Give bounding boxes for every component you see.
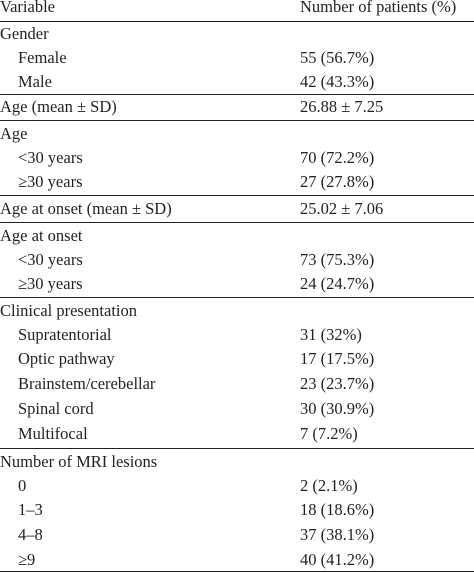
header-number-of-patients: Number of patients (%) (300, 0, 457, 16)
row-label: Female (18, 48, 67, 67)
header-variable: Variable (0, 0, 55, 16)
row-value: 2 (2.1%) (300, 476, 358, 495)
row-label: Gender (0, 24, 49, 43)
table-row: ≥30 years 24 (24.7%) (0, 272, 474, 296)
row-label: Brainstem/cerebellar (18, 374, 156, 393)
row-label: Clinical presentation (0, 301, 138, 320)
row-value: 42 (43.3%) (300, 72, 375, 91)
row-value: 23 (23.7%) (300, 374, 375, 393)
table-row: Number of MRI lesions (0, 450, 474, 474)
row-value: 70 (72.2%) (300, 148, 375, 167)
row-label: <30 years (18, 250, 83, 269)
row-label: ≥30 years (18, 172, 83, 191)
row-label: Supratentorial (18, 325, 112, 344)
row-value: 73 (75.3%) (300, 250, 375, 269)
table-row: Age (0, 122, 474, 146)
section-rule (0, 94, 474, 95)
row-label: Male (18, 72, 52, 91)
table-row: Age at onset (mean ± SD) 25.02 ± 7.06 (0, 197, 474, 221)
row-value: 55 (56.7%) (300, 48, 375, 67)
table-row: Optic pathway 17 (17.5%) (0, 347, 474, 371)
row-value: 31 (32%) (300, 325, 362, 344)
row-label: <30 years (18, 148, 83, 167)
table-row: Male 42 (43.3%) (0, 70, 474, 94)
table-row: Female 55 (56.7%) (0, 46, 474, 70)
table-row: 0 2 (2.1%) (0, 474, 474, 498)
table-row: Gender (0, 22, 474, 46)
row-value: 7 (7.2%) (300, 424, 358, 443)
section-rule (0, 195, 474, 196)
row-label: Number of MRI lesions (0, 452, 158, 471)
table-row: 4–8 37 (38.1%) (0, 523, 474, 547)
row-label: Age (0, 124, 28, 143)
table-row: Supratentorial 31 (32%) (0, 323, 474, 347)
table-row: ≥30 years 27 (27.8%) (0, 170, 474, 194)
bottom-rule (0, 571, 474, 572)
section-rule (0, 297, 474, 298)
row-label: Optic pathway (18, 349, 115, 368)
row-value: 18 (18.6%) (300, 500, 375, 519)
table-row: 1–3 18 (18.6%) (0, 498, 474, 522)
row-label: Multifocal (18, 424, 88, 443)
row-label: 4–8 (18, 525, 43, 544)
row-value: 25.02 ± 7.06 (300, 199, 384, 218)
table-row: <30 years 73 (75.3%) (0, 248, 474, 272)
row-label: Age at onset (0, 226, 83, 245)
section-rule (0, 222, 474, 223)
row-label: Age (mean ± SD) (0, 97, 117, 116)
table-row: Multifocal 7 (7.2%) (0, 422, 474, 446)
row-value: 17 (17.5%) (300, 349, 375, 368)
table-row: <30 years 70 (72.2%) (0, 146, 474, 170)
row-value: 40 (41.2%) (300, 550, 375, 569)
row-value: 37 (38.1%) (300, 525, 375, 544)
row-value: 24 (24.7%) (300, 274, 375, 293)
table-row: Brainstem/cerebellar 23 (23.7%) (0, 372, 474, 396)
row-value: 30 (30.9%) (300, 399, 375, 418)
table-row: Clinical presentation (0, 299, 474, 323)
row-value: 27 (27.8%) (300, 172, 375, 191)
row-label: 1–3 (18, 500, 43, 519)
section-rule (0, 448, 474, 449)
table-row: Spinal cord 30 (30.9%) (0, 397, 474, 421)
row-value: 26.88 ± 7.25 (300, 97, 384, 116)
row-label: ≥30 years (18, 274, 83, 293)
table-row: Age at onset (0, 224, 474, 248)
row-label: ≥9 (18, 550, 36, 569)
section-rule (0, 120, 474, 121)
table-header-row: Variable Number of patients (%) (0, 0, 474, 19)
table-row: Age (mean ± SD) 26.88 ± 7.25 (0, 95, 474, 119)
header-rule (0, 21, 474, 22)
table-row: ≥9 40 (41.2%) (0, 548, 474, 572)
row-label: 0 (18, 476, 27, 495)
row-label: Spinal cord (18, 399, 94, 418)
row-label: Age at onset (mean ± SD) (0, 199, 172, 218)
